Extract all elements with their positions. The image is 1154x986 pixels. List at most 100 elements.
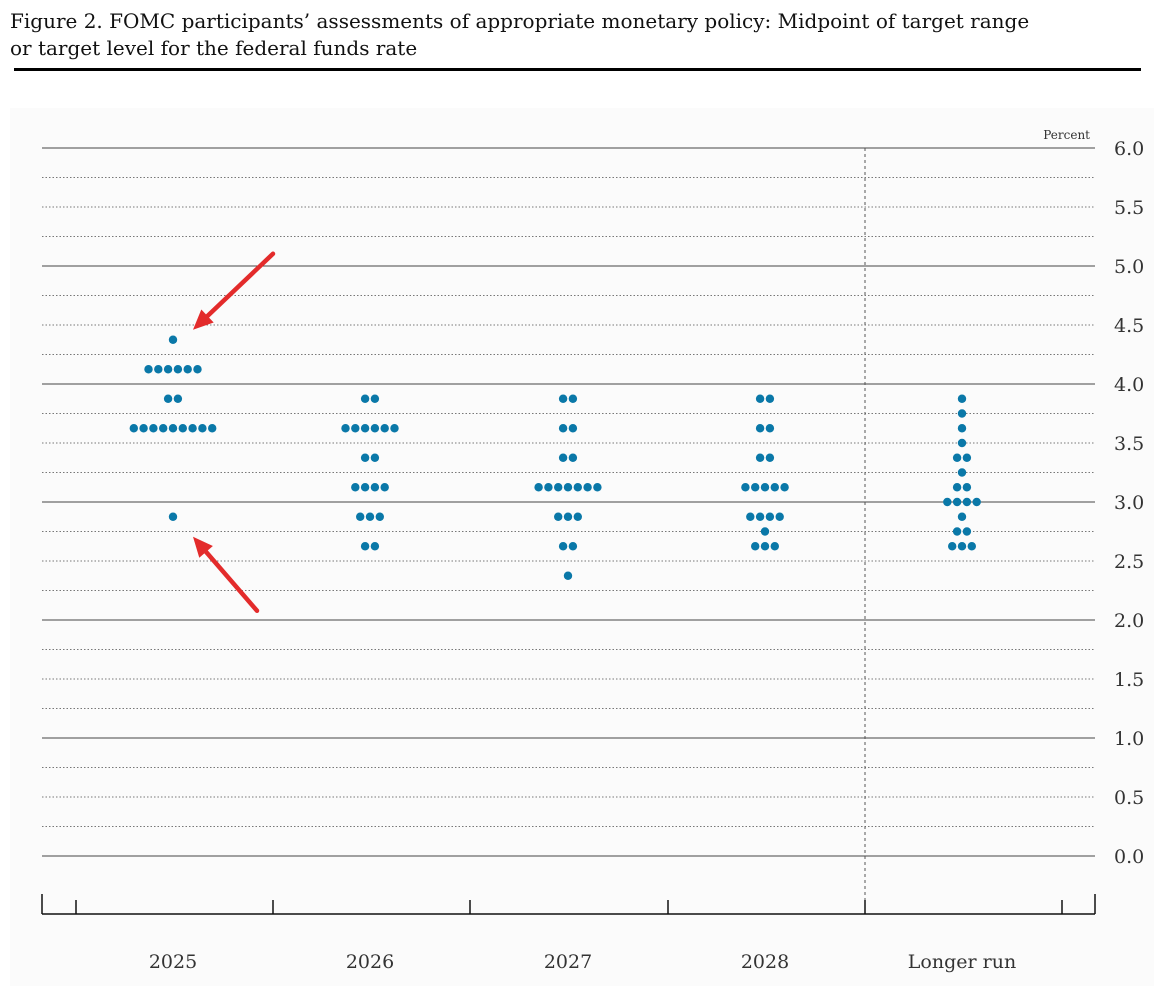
participant-dot — [583, 483, 592, 492]
participant-dot — [360, 542, 370, 551]
x-category-label: Longer run — [908, 951, 1016, 973]
participant-dot — [962, 527, 972, 536]
participant-dot — [154, 365, 163, 374]
y-tick-label: 6.0 — [1114, 138, 1144, 160]
participant-dot — [563, 512, 573, 521]
participant-dot — [568, 542, 578, 551]
participant-dot — [952, 453, 962, 462]
participant-dot — [534, 483, 543, 492]
participant-dot — [390, 424, 399, 433]
participant-dot — [962, 497, 972, 507]
participant-dot — [760, 483, 770, 492]
participant-dot — [139, 424, 148, 433]
y-tick-label: 3.5 — [1114, 433, 1144, 455]
participant-dot — [751, 483, 760, 492]
participant-dot — [370, 424, 380, 433]
participant-dot — [370, 483, 380, 492]
participant-dot — [360, 453, 370, 462]
participant-dot — [360, 483, 370, 492]
participant-dot — [149, 424, 158, 433]
arrow-head — [193, 536, 213, 558]
participant-dot — [168, 512, 178, 521]
title-rule — [14, 68, 1141, 71]
y-tick-label: 4.0 — [1114, 374, 1144, 396]
participant-dot — [159, 424, 168, 433]
participant-dot — [173, 394, 183, 403]
participant-dot — [746, 512, 755, 521]
participant-dot — [957, 512, 967, 521]
participant-dot — [568, 394, 578, 403]
y-tick-label: 2.0 — [1114, 610, 1144, 632]
participant-dot — [208, 424, 217, 433]
y-tick-label: 3.0 — [1114, 492, 1144, 514]
arrow-shaft — [205, 251, 276, 319]
y-tick-label: 0.0 — [1114, 846, 1144, 868]
dot-series — [129, 335, 981, 580]
participant-dot — [765, 453, 775, 462]
participant-dot — [751, 542, 760, 551]
participant-dot — [765, 512, 775, 521]
participant-dot — [957, 468, 967, 477]
x-axis — [41, 894, 1096, 915]
participant-dot — [755, 394, 765, 403]
y-tick-label: 4.5 — [1114, 315, 1144, 337]
x-axis-labels: 2025 2026 2027 2028 Longer run — [149, 951, 1016, 973]
participant-dot — [558, 394, 568, 403]
participant-dot — [573, 512, 582, 521]
participant-dot — [356, 512, 365, 521]
participant-dot — [173, 365, 183, 374]
participant-dot — [957, 409, 967, 418]
participant-dot — [163, 365, 173, 374]
participant-dot — [558, 542, 568, 551]
participant-dot — [360, 424, 370, 433]
y-axis-labels: 0.0 0.5 1.0 1.5 2.0 2.5 3.0 3.5 4.0 4.5 5.0 5.5 6.0 — [1114, 138, 1144, 868]
participant-dot — [351, 424, 360, 433]
participant-dot — [775, 512, 784, 521]
participant-dot — [770, 542, 779, 551]
participant-dot — [568, 424, 578, 433]
participant-dot — [967, 542, 976, 551]
participant-dot — [370, 542, 380, 551]
participant-dot — [568, 453, 578, 462]
participant-dot — [755, 424, 765, 433]
participant-dot — [129, 424, 138, 433]
participant-dot — [554, 512, 563, 521]
y-tick-label: 1.5 — [1114, 669, 1144, 691]
participant-dot — [365, 512, 375, 521]
arrow-shaft — [203, 549, 260, 613]
participant-dot — [168, 335, 178, 344]
participant-dot — [760, 527, 770, 536]
participant-dot — [380, 483, 389, 492]
participant-dot — [957, 394, 967, 403]
participant-dot — [168, 424, 178, 433]
participant-dot — [341, 424, 350, 433]
participant-dot — [183, 365, 192, 374]
participant-dot — [563, 571, 573, 580]
participant-dot — [952, 483, 962, 492]
participant-dot — [948, 542, 957, 551]
y-tick-label: 5.0 — [1114, 256, 1144, 278]
participant-dot — [163, 394, 173, 403]
participant-dot — [563, 483, 573, 492]
x-category-label: 2027 — [544, 951, 592, 973]
participant-dot — [957, 542, 967, 551]
participant-dot — [962, 483, 972, 492]
participant-dot — [755, 512, 765, 521]
participant-dot — [351, 483, 360, 492]
participant-dot — [558, 424, 568, 433]
participant-dot — [755, 453, 765, 462]
figure-title-line-1: Figure 2. FOMC participants’ assessments… — [10, 9, 1030, 33]
participant-dot — [558, 453, 568, 462]
y-tick-label: 1.0 — [1114, 728, 1144, 750]
x-category-label: 2028 — [741, 951, 789, 973]
y-tick-label: 5.5 — [1114, 197, 1144, 219]
participant-dot — [554, 483, 563, 492]
participant-dot — [573, 483, 582, 492]
participant-dot — [193, 365, 202, 374]
grid-lines — [42, 147, 1095, 857]
participant-dot — [957, 438, 967, 448]
participant-dot — [741, 483, 750, 492]
figure-title: Figure 2. FOMC participants’ assessments… — [10, 8, 1130, 62]
participant-dot — [972, 497, 981, 507]
